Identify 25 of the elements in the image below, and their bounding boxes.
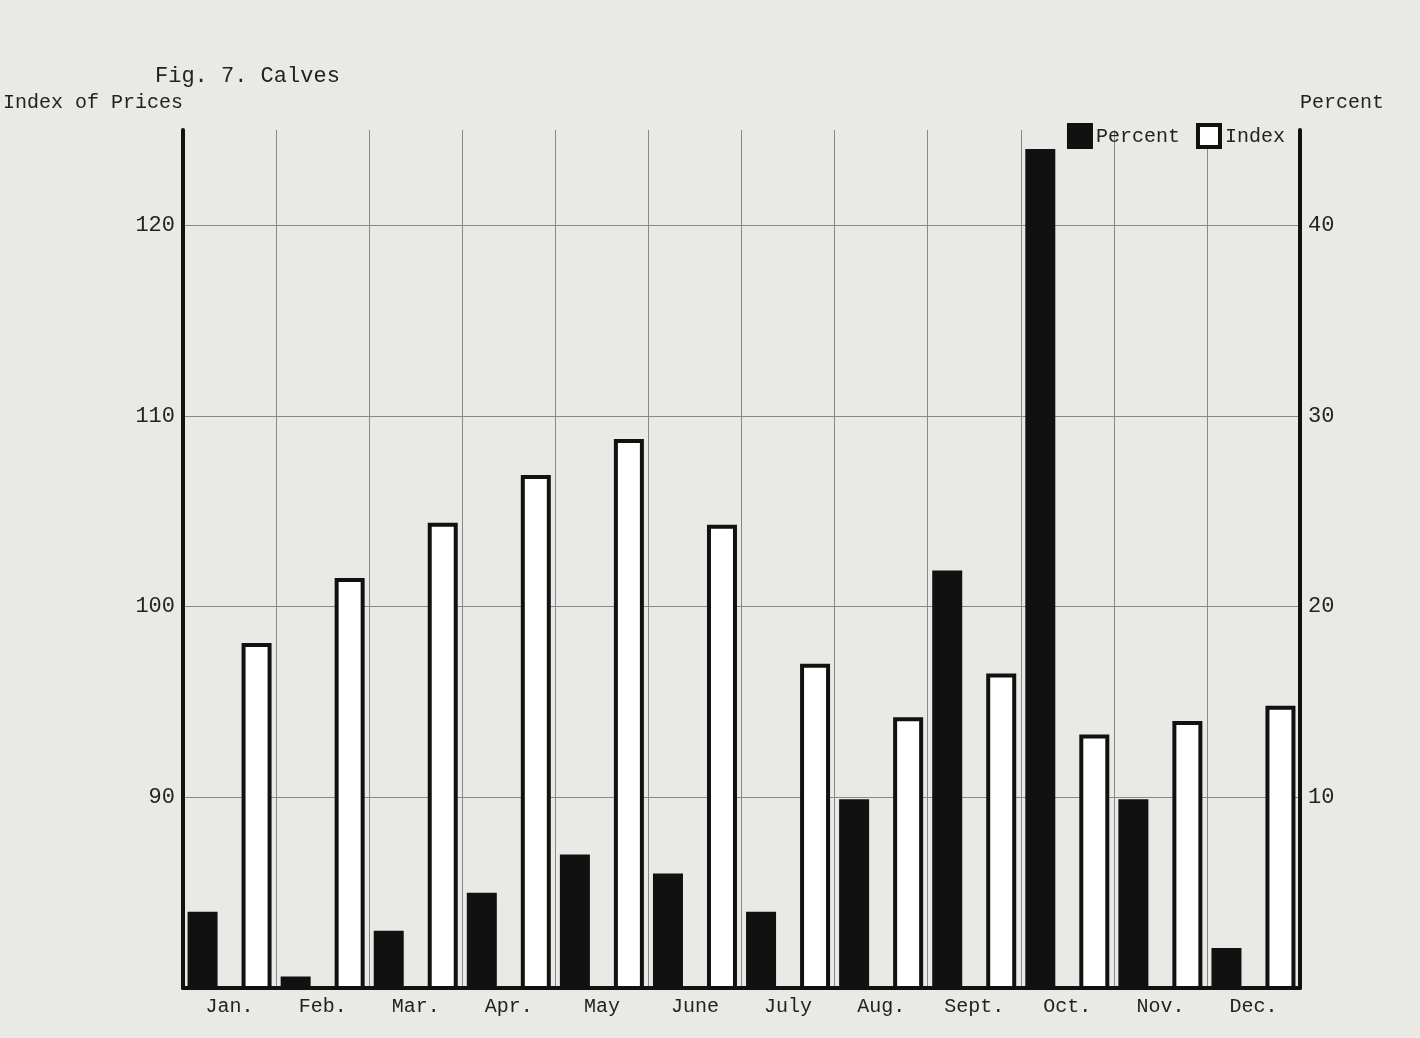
x-tick-label: July [764, 994, 813, 1018]
y-tick-label: 110 [135, 403, 176, 429]
x-tick-label: May [583, 994, 620, 1018]
y2-tick-label: 20 [1308, 594, 1335, 620]
y2-tick-label: 10 [1308, 784, 1335, 810]
x-tick-label: Feb. [298, 994, 347, 1018]
x-tick-label: Jan. [205, 994, 254, 1018]
y-axis-title: Index of Prices [3, 90, 184, 114]
x-tick-label: Oct. [1043, 994, 1092, 1018]
x-tick-label: Mar. [391, 994, 440, 1018]
y-tick-label: 90 [148, 784, 176, 810]
legend-label: Index [1224, 124, 1286, 148]
y2-axis-title: Percent [1300, 90, 1385, 114]
y2-tick-label: 30 [1308, 403, 1335, 429]
x-tick-label: Aug. [857, 994, 906, 1018]
chart-title: Fig. 7. Calves [155, 63, 340, 89]
y-tick-label: 120 [135, 212, 176, 238]
y-tick-label: 100 [135, 594, 176, 620]
x-tick-label: Nov. [1136, 994, 1185, 1018]
x-tick-label: June [670, 994, 719, 1018]
legend-label: Percent [1095, 124, 1180, 148]
x-tick-label: Apr. [484, 994, 533, 1018]
y2-tick-label: 40 [1308, 212, 1335, 238]
x-tick-label: Sept. [944, 994, 1005, 1018]
x-tick-label: Dec. [1229, 994, 1278, 1018]
